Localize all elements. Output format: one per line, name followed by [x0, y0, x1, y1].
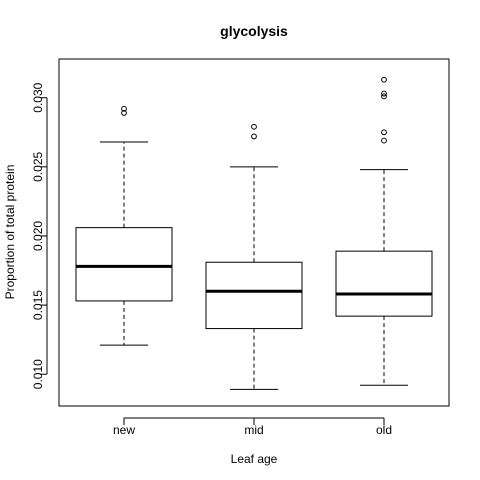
outlier-point — [251, 133, 257, 140]
outlier-point — [121, 105, 127, 112]
outlier-point — [381, 90, 387, 97]
y-tick-label: 0.030 — [31, 82, 45, 112]
box-iqr — [205, 261, 303, 330]
y-tick-label: 0.020 — [31, 221, 45, 251]
chart-marks: 0.010 0.015 0.020 0.025 0.030 new mid old — [31, 76, 433, 437]
y-tick-label: 0.025 — [31, 151, 45, 181]
y-axis-label: Proportion of total protein — [3, 165, 17, 300]
outlier-point — [251, 123, 257, 130]
outlier-point — [381, 76, 387, 83]
outlier-point — [381, 93, 387, 100]
plot-frame — [58, 58, 450, 407]
y-tick-label: 0.010 — [31, 359, 45, 389]
x-tick-label: mid — [244, 423, 263, 437]
outlier-point — [121, 110, 127, 116]
x-tick-label: new — [113, 423, 135, 437]
box-iqr — [75, 227, 173, 302]
y-tick-label: 0.015 — [31, 290, 45, 320]
box-iqr — [335, 250, 433, 317]
outlier-point — [381, 137, 387, 144]
x-tick-label: old — [376, 423, 392, 437]
outlier-point — [381, 129, 387, 136]
x-axis-label: Leaf age — [231, 452, 278, 466]
chart-title: glycolysis — [220, 23, 288, 39]
